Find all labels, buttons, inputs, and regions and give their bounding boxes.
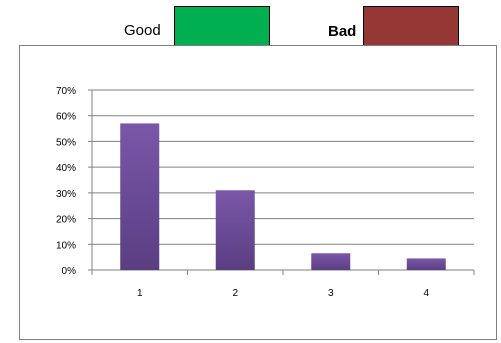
bar-2 bbox=[215, 190, 255, 270]
y-tick-label: 0% bbox=[62, 266, 77, 277]
y-tick-label: 50% bbox=[56, 137, 76, 148]
legend-good-label: Good bbox=[124, 22, 161, 39]
y-tick-label: 60% bbox=[56, 112, 76, 123]
y-tick-label: 30% bbox=[56, 189, 76, 200]
bar-4 bbox=[406, 258, 446, 270]
legend-bad-swatch bbox=[363, 6, 459, 49]
y-tick-label: 70% bbox=[56, 86, 76, 97]
bar-3 bbox=[311, 253, 351, 270]
y-tick-label: 40% bbox=[56, 163, 76, 174]
bar-1 bbox=[120, 123, 160, 270]
x-tick-label: 2 bbox=[232, 288, 238, 299]
legend-bad-label: Bad bbox=[328, 23, 357, 40]
y-tick-label: 20% bbox=[56, 215, 76, 226]
x-tick-label: 4 bbox=[423, 288, 429, 299]
x-tick-label: 3 bbox=[328, 288, 334, 299]
x-tick-label: 1 bbox=[137, 288, 143, 299]
y-tick-label: 10% bbox=[56, 240, 76, 251]
